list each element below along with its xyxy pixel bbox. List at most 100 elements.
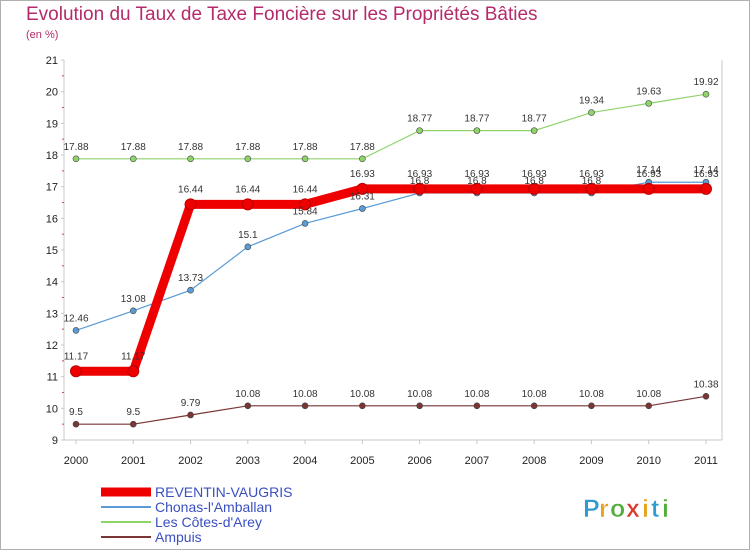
data-point — [473, 402, 481, 410]
data-point — [359, 155, 366, 163]
data-label: 17.88 — [350, 142, 375, 153]
y-tick-label: 19 — [46, 118, 58, 130]
data-label: 16.8 — [582, 176, 602, 187]
data-point — [585, 182, 598, 195]
data-label: 19.92 — [693, 77, 718, 88]
data-labels: 9.5 9.5 9.79 10.08 10.08 10.08 10.08 10.08 10.08… — [63, 77, 718, 418]
data-label: 16.31 — [350, 192, 375, 203]
y-tick-label: 16 — [46, 213, 58, 225]
x-tick-label: 2001 — [121, 455, 145, 467]
series-line — [76, 184, 706, 376]
data-point — [530, 402, 538, 410]
logo-letter: x — [626, 495, 640, 523]
data-label: 18.77 — [464, 114, 489, 125]
y-tick-label: 9 — [52, 435, 58, 447]
data-point — [702, 392, 710, 400]
data-label: 10.08 — [636, 389, 661, 400]
data-point — [416, 127, 423, 134]
axes: 9 10 11 12 13 14 15 16 17 18 19 20 21 2000 2001 2002 200… — [46, 55, 723, 467]
data-point — [301, 155, 309, 163]
data-label: 10.08 — [522, 389, 547, 400]
data-label: 16.44 — [293, 184, 318, 195]
data-point — [72, 155, 80, 163]
data-point — [528, 182, 541, 195]
data-label: 19.34 — [579, 96, 604, 107]
y-tick-label: 10 — [46, 403, 58, 415]
y-tick-label: 14 — [46, 277, 58, 289]
data-label: 16.93 — [407, 169, 432, 180]
data-point — [700, 182, 712, 195]
data-point — [129, 420, 137, 428]
data-label: 16.93 — [579, 169, 604, 180]
y-tick-label: 21 — [46, 55, 58, 67]
data-point — [184, 198, 197, 211]
data-label: 19.63 — [636, 86, 661, 97]
data-label: 10.08 — [235, 389, 260, 400]
logo-letter: i — [662, 495, 669, 523]
y-tick-label: 20 — [46, 87, 58, 99]
data-label: 15.1 — [238, 230, 258, 241]
data-label: 16.93 — [350, 169, 375, 180]
data-point — [244, 402, 252, 410]
series-2 — [72, 90, 710, 163]
data-label: 18.77 — [522, 114, 547, 125]
data-point — [127, 365, 140, 378]
data-point — [301, 402, 309, 410]
data-label: 11.17 — [121, 351, 146, 362]
x-tick-label: 2007 — [465, 455, 489, 467]
data-point — [416, 402, 423, 410]
data-label: 17.14 — [693, 165, 718, 176]
data-point — [244, 243, 252, 251]
data-point — [588, 402, 595, 410]
x-tick-label: 2004 — [293, 455, 317, 467]
data-point — [359, 205, 366, 212]
data-point — [645, 100, 653, 107]
data-point — [530, 127, 538, 134]
data-point — [702, 90, 710, 98]
data-label: 9.5 — [126, 407, 140, 418]
series-0 — [70, 182, 712, 378]
data-point — [473, 127, 481, 134]
data-label: 12.46 — [63, 313, 88, 324]
x-tick-label: 2010 — [636, 455, 660, 467]
data-label: 18.77 — [407, 114, 432, 125]
x-tick-label: 2006 — [407, 455, 431, 467]
data-label: 10.08 — [464, 389, 489, 400]
y-tick-label: 13 — [46, 308, 58, 320]
data-point — [72, 420, 80, 428]
data-label: 16.93 — [464, 169, 489, 180]
data-point — [70, 365, 82, 378]
logo-letter: i — [642, 495, 649, 523]
data-label: 16.93 — [693, 169, 718, 180]
data-point — [359, 402, 366, 410]
data-point — [642, 182, 655, 195]
data-point — [187, 411, 194, 419]
x-tick-label: 2003 — [236, 455, 260, 467]
data-point — [187, 286, 194, 294]
series-3 — [72, 392, 710, 428]
data-label: 17.88 — [178, 142, 203, 153]
data-label: 17.88 — [293, 142, 318, 153]
data-label: 16.44 — [178, 184, 203, 195]
x-tick-label: 2002 — [178, 455, 202, 467]
data-point — [72, 327, 80, 334]
data-point — [241, 198, 254, 211]
data-label: 10.08 — [293, 389, 318, 400]
data-label: 9.79 — [181, 398, 201, 409]
data-point — [356, 182, 369, 195]
data-point — [129, 307, 137, 315]
series-line — [76, 395, 707, 425]
x-tick-label: 2009 — [579, 455, 603, 467]
data-label: 17.14 — [636, 165, 661, 176]
legend-label: REVENTIN-VAUGRIS — [155, 484, 292, 500]
data-label: 17.88 — [121, 142, 146, 153]
data-point — [413, 182, 426, 195]
data-point — [129, 155, 137, 163]
data-label: 10.08 — [350, 389, 375, 400]
legend-label: Chonas-l'Amballan — [155, 499, 272, 515]
data-point — [187, 155, 194, 163]
